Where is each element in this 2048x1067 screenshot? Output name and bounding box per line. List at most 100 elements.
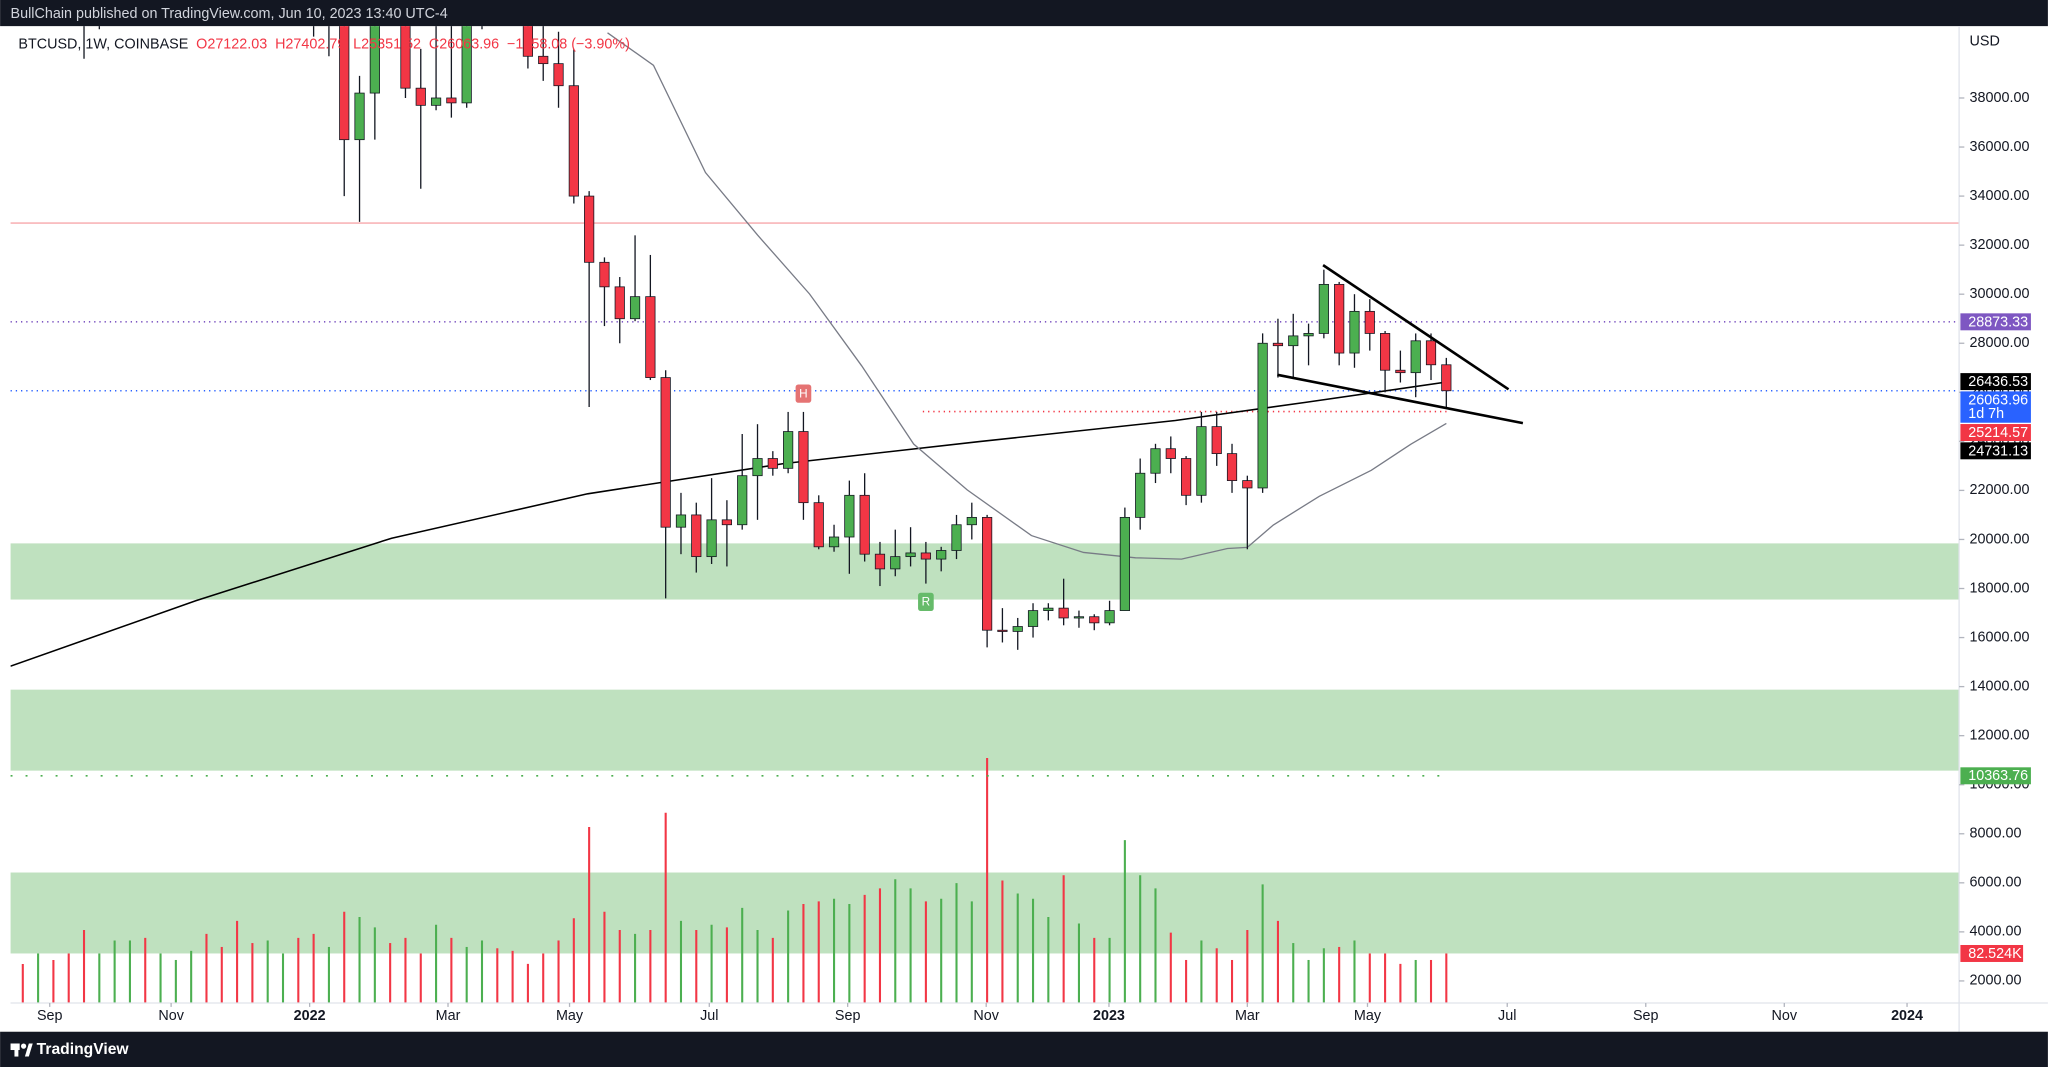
levels xyxy=(10,222,1960,777)
y-tick-label: 34000.00 xyxy=(1970,188,2030,204)
x-tick-label: Sep xyxy=(37,1008,63,1024)
candle-body xyxy=(1058,607,1069,619)
price-tag xyxy=(1960,313,2031,331)
x-tick-label: Mar xyxy=(1235,1008,1260,1024)
x-tick-label: 2023 xyxy=(1093,1008,1125,1024)
candle-body xyxy=(1257,342,1268,489)
ohlc-value: O27122.03 xyxy=(196,36,267,52)
bottom-bar xyxy=(0,1031,2048,1067)
candle-body xyxy=(752,458,763,477)
ohlc-value: H27402.79 xyxy=(275,36,345,52)
candle-body xyxy=(997,629,1008,632)
candle-body xyxy=(890,556,901,570)
candle-body xyxy=(1043,607,1054,611)
x-tick-label: Nov xyxy=(1772,1008,1798,1024)
candle-body xyxy=(721,519,732,526)
candle-body xyxy=(369,26,380,94)
trendline xyxy=(1322,264,1510,391)
signal-marker xyxy=(918,592,934,612)
candle-body xyxy=(844,494,855,538)
candle-body xyxy=(1181,458,1192,496)
signal-marker xyxy=(795,384,812,403)
top-bar xyxy=(0,0,2048,27)
x-tick-label: May xyxy=(1354,1008,1382,1024)
candle-body xyxy=(767,458,778,469)
candle-body xyxy=(430,97,442,106)
y-tick-label: 2000.00 xyxy=(1970,973,2022,989)
y-tick-label: 30000.00 xyxy=(1970,286,2030,302)
candle-body xyxy=(1073,616,1085,619)
price-tag xyxy=(1960,373,2031,391)
y-tick-label: 36000.00 xyxy=(1970,139,2030,155)
candle-body xyxy=(737,475,748,526)
candle-body xyxy=(1027,610,1039,627)
candle-body xyxy=(339,26,350,141)
moving-average xyxy=(607,32,1447,560)
candle-body xyxy=(1272,342,1284,347)
y-tick-label: 14000.00 xyxy=(1970,678,2030,694)
ohlc-value: −1058.08 (−3.90%) xyxy=(507,36,630,52)
candle-body xyxy=(446,97,457,104)
price-tag-label: 10363.76 xyxy=(1968,768,2028,784)
candle-body xyxy=(1196,426,1207,496)
y-tick-label: 4000.00 xyxy=(1970,924,2022,940)
candle-body xyxy=(936,550,947,560)
candle-body xyxy=(1226,453,1238,481)
candle-body xyxy=(415,87,426,106)
drawings: HR xyxy=(795,264,1524,612)
y-tick-label: 22000.00 xyxy=(1970,482,2030,498)
x-tick-label: Nov xyxy=(973,1008,999,1024)
candle-body xyxy=(538,55,549,65)
x-tick-label: Nov xyxy=(158,1008,184,1024)
candle-body xyxy=(859,494,870,555)
candle-body xyxy=(966,516,977,526)
x-tick-label: 2022 xyxy=(294,1008,326,1024)
candle-body xyxy=(951,524,962,551)
y-tick-label: 12000.00 xyxy=(1970,727,2030,743)
candle-body xyxy=(461,26,472,104)
candle-body xyxy=(1410,340,1421,374)
x-tick-label: 2024 xyxy=(1891,1008,1923,1024)
volume-tag xyxy=(1960,944,2024,962)
candle-body xyxy=(905,552,916,558)
price-tag xyxy=(1960,767,2031,785)
x-tick-label: Jul xyxy=(1498,1008,1516,1024)
candle-body xyxy=(1379,333,1391,371)
candle-body xyxy=(599,261,610,288)
y-tick-label: 16000.00 xyxy=(1970,629,2030,645)
price-tag-label: 26436.53 xyxy=(1968,374,2028,390)
candle-body xyxy=(783,431,794,469)
volume-pane xyxy=(21,757,1448,1004)
signal-label: R xyxy=(922,596,931,609)
price-tag xyxy=(1960,391,2031,423)
x-tick-label: Mar xyxy=(436,1008,461,1024)
candle-body xyxy=(584,195,595,263)
zones xyxy=(10,543,1960,954)
candle-body xyxy=(813,502,824,548)
candles xyxy=(83,26,1452,650)
countdown-label: 1d 7h xyxy=(1968,406,2004,422)
symbol-title: BTCUSD, 1W, COINBASE xyxy=(18,36,188,52)
candle-body xyxy=(400,26,411,89)
candle-body xyxy=(874,553,886,570)
candle-body xyxy=(354,92,365,141)
support-zone xyxy=(10,872,1960,954)
support-zone xyxy=(10,689,1960,771)
candle-body xyxy=(1364,310,1375,334)
candle-body xyxy=(1303,333,1314,337)
x-tick-label: Sep xyxy=(835,1008,861,1024)
y-tick-label: 6000.00 xyxy=(1970,875,2022,891)
y-tick-label: 32000.00 xyxy=(1970,237,2030,253)
ohlc-value: C26063.96 xyxy=(429,36,499,52)
candle-body xyxy=(1395,369,1406,374)
candle-body xyxy=(1288,335,1299,347)
y-tick-label: 18000.00 xyxy=(1970,580,2030,596)
y-tick-label: 38000.00 xyxy=(1970,90,2030,106)
candle-body xyxy=(522,26,534,57)
price-tag-label: 28873.33 xyxy=(1968,314,2028,330)
price-tag xyxy=(1960,442,2031,460)
ohlc-value: L25351.52 xyxy=(353,36,421,52)
publisher: BullChain published on TradingView.com, … xyxy=(11,6,448,22)
price-tag-label: 24731.13 xyxy=(1968,443,2028,459)
